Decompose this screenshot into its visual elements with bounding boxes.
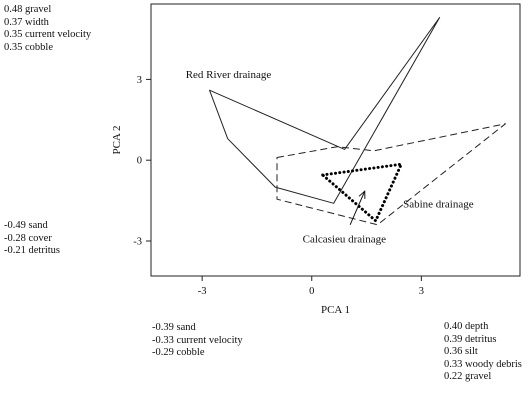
loadings-pca2-positive: 0.48 gravel 0.37 width 0.35 current velo… bbox=[4, 4, 91, 54]
loading-item: 0.35 current velocity bbox=[4, 29, 92, 41]
arrow-head bbox=[358, 190, 366, 199]
loadings-pca1-negative: -0.39 sand -0.33 current velocity -0.29 … bbox=[152, 322, 243, 360]
drainage-labels: Red River drainage Sabine drainage Calcasi… bbox=[186, 69, 474, 245]
y-tick-label: 3 bbox=[137, 75, 142, 86]
loadings-pca2-negative: -0.49 sand -0.28 cover -0.21 detritus bbox=[4, 220, 60, 258]
plot-frame bbox=[150, 3, 521, 277]
loading-item: -0.39 sand bbox=[152, 322, 196, 333]
loading-item: -0.21 detritus bbox=[4, 245, 60, 257]
label-sabine-drainage: Sabine drainage bbox=[403, 198, 474, 210]
polygon-calcasieu-drainage bbox=[321, 162, 403, 223]
label-red-river-drainage: Red River drainage bbox=[186, 69, 272, 81]
loading-item: 0.37 width bbox=[4, 16, 49, 28]
loading-item: 0.39 detritus bbox=[444, 333, 497, 345]
y-axis-label: PCA 2 bbox=[111, 125, 123, 154]
loading-item: 0.22 gravel bbox=[444, 371, 492, 383]
loading-item: 0.36 silt bbox=[444, 346, 478, 358]
polygon-red-river-drainage bbox=[209, 17, 441, 204]
loading-item: 0.48 gravel bbox=[4, 4, 52, 15]
x-tick-label: 3 bbox=[419, 286, 424, 297]
arrow-line bbox=[349, 190, 366, 226]
loading-item: 0.35 cobble bbox=[4, 41, 53, 53]
loading-item: 0.33 woody debris bbox=[444, 358, 522, 370]
x-tick-label: -3 bbox=[198, 286, 207, 297]
loadings-pca1-positive: 0.40 depth 0.39 detritus 0.36 silt 0.33 … bbox=[444, 321, 522, 384]
x-tick-label: 0 bbox=[309, 286, 314, 297]
loading-item: -0.49 sand bbox=[4, 220, 48, 231]
loading-item: -0.33 current velocity bbox=[152, 334, 243, 346]
loading-item: 0.40 depth bbox=[444, 321, 489, 332]
drainage-polygons bbox=[209, 17, 506, 226]
loading-item: -0.29 cobble bbox=[152, 347, 205, 359]
label-calcasieu-drainage: Calcasieu drainage bbox=[303, 233, 386, 245]
axis-ticks: -3 0 3 -3 0 3 bbox=[133, 75, 424, 297]
y-tick-label: -3 bbox=[133, 236, 142, 247]
polygon-sabine-drainage bbox=[276, 123, 506, 226]
loading-item: -0.28 cover bbox=[4, 232, 52, 244]
x-axis-label: PCA 1 bbox=[321, 304, 350, 316]
y-tick-label: 0 bbox=[137, 156, 142, 167]
